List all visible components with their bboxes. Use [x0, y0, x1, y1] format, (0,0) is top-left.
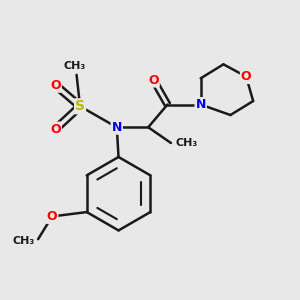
Text: N: N [112, 121, 122, 134]
Text: CH₃: CH₃ [12, 236, 34, 246]
Text: O: O [47, 210, 57, 223]
Text: O: O [50, 79, 61, 92]
Text: N: N [196, 98, 206, 111]
Text: O: O [148, 74, 159, 87]
Text: O: O [241, 70, 251, 83]
Text: S: S [75, 99, 85, 113]
Text: CH₃: CH₃ [64, 61, 86, 70]
Text: CH₃: CH₃ [175, 138, 197, 148]
Text: O: O [50, 122, 61, 136]
